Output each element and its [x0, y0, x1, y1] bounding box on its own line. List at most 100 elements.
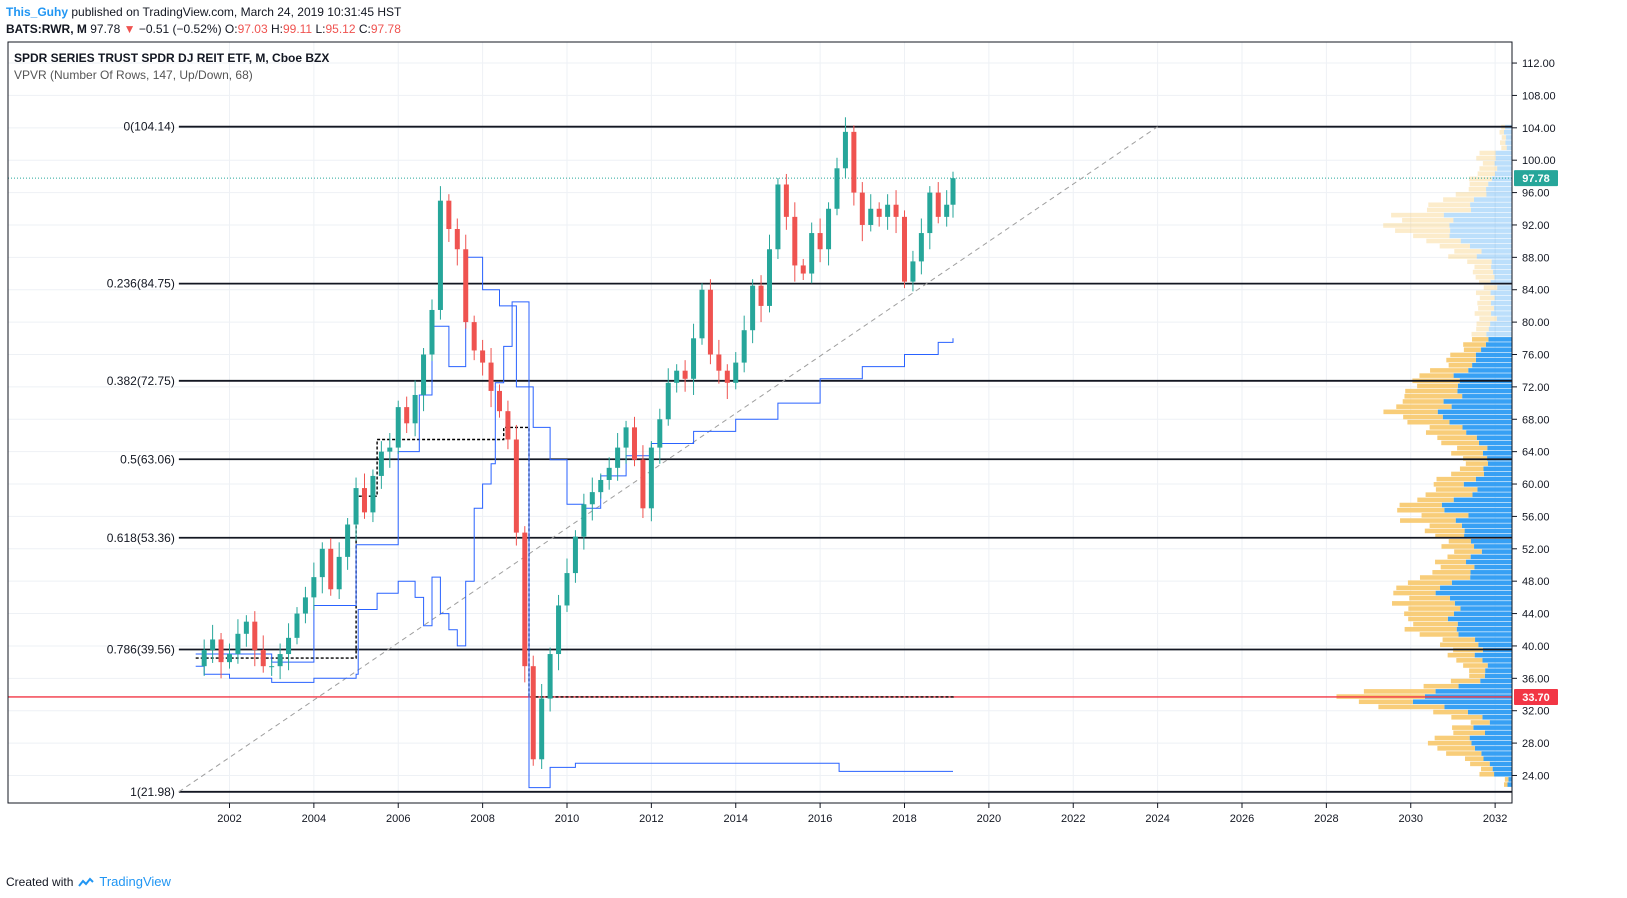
candle-body-52	[631, 427, 637, 460]
vpvr-down-bar-129	[1499, 130, 1505, 135]
vpvr-down-bar-34	[1413, 621, 1458, 627]
vpvr-down-bar-41	[1396, 585, 1441, 591]
x-tick-label-5: 2012	[639, 813, 663, 825]
candle-body-74	[817, 233, 823, 250]
candle-body-14	[311, 577, 317, 598]
vpvr-down-bar-117	[1455, 192, 1487, 197]
vpvr-down-bar-54	[1400, 518, 1456, 523]
tradingview-brand-link[interactable]: TradingView	[99, 874, 171, 889]
vpvr-down-bar-46	[1435, 559, 1467, 565]
vpvr-up-bar-8	[1483, 756, 1512, 761]
y-tick-label-2: 104.00	[1522, 123, 1556, 135]
x-tick-label-12: 2026	[1230, 813, 1254, 825]
vpvr-up-bar-104	[1491, 259, 1512, 265]
y-tick-label-12: 64.00	[1522, 447, 1550, 459]
vpvr-down-bar-98	[1475, 290, 1491, 296]
vpvr-up-bar-111	[1449, 223, 1512, 228]
vpvr-up-bar-120	[1491, 176, 1512, 182]
vpvr-up-bar-4	[1508, 777, 1512, 782]
vpvr-down-bar-23	[1450, 678, 1481, 684]
x-tick-label-3: 2008	[470, 813, 494, 825]
candle-body-13	[302, 597, 308, 614]
candle-body-88	[935, 192, 941, 217]
vpvr-up-bar-57	[1441, 502, 1512, 508]
x-tick-label-0: 2002	[217, 813, 241, 825]
vpvr-up-bar-41	[1440, 585, 1512, 591]
vpvr-up-bar-115	[1470, 202, 1512, 208]
candle-body-57	[674, 370, 680, 383]
vpvr-up-bar-62	[1475, 476, 1512, 482]
vpvr-down-bar-35	[1408, 616, 1448, 622]
y-tick-label-8: 80.00	[1522, 317, 1550, 329]
candle-body-31	[454, 229, 460, 250]
candle-body-2	[210, 639, 216, 650]
vpvr-down-bar-42	[1407, 580, 1452, 585]
vpvr-down-bar-87	[1463, 347, 1482, 353]
vpvr-up-bar-53	[1461, 523, 1512, 529]
vpvr-up-bar-40	[1435, 590, 1512, 596]
vpvr-down-bar-113	[1391, 212, 1444, 218]
candle-body-10	[277, 654, 283, 667]
price-axis[interactable]: 112.00 108.00 104.00 100.00 96.00 92.00 88.00 8…	[1512, 58, 1556, 782]
close-value: 97.78	[370, 22, 401, 36]
x-tick-label-15: 2032	[1483, 813, 1507, 825]
candle-body-55	[657, 419, 663, 448]
vpvr-up-bar-113	[1443, 212, 1512, 218]
vpvr-down-bar-72	[1429, 425, 1463, 430]
chart-title: SPDR SERIES TRUST SPDR DJ REIT ETF, M, C…	[14, 51, 329, 65]
vpvr-down-bar-48	[1454, 549, 1482, 554]
time-axis[interactable]: 2002 2004 2006 2008 2010 2012 2014 2016 2018 2020…	[217, 803, 1507, 825]
candle-body-16	[328, 548, 334, 590]
fib-label-2: 0.382(72.75)	[107, 374, 175, 388]
candle-body-22	[378, 451, 384, 476]
candle-body-15	[319, 548, 325, 578]
vpvr-up-bar-22	[1458, 683, 1512, 689]
candles	[201, 117, 956, 769]
candle-body-28	[429, 309, 435, 355]
vpvr-up-bar-83	[1468, 368, 1512, 373]
vpvr-down-bar-5	[1479, 771, 1495, 777]
candle-body-6	[243, 621, 249, 634]
y-tick-label-6: 88.00	[1522, 252, 1550, 264]
vpvr-up-bar-77	[1443, 399, 1512, 404]
chart-frame	[7, 41, 1513, 804]
fib-label-0: 0(104.14)	[123, 120, 174, 134]
author-link[interactable]: This_Guhy	[6, 5, 69, 19]
y-tick-label-20: 32.00	[1522, 706, 1550, 718]
vpvr-down-bar-92	[1476, 321, 1491, 327]
vpvr-up-bar-78	[1462, 394, 1512, 399]
vpvr-up-bar-9	[1481, 751, 1512, 756]
vpvr-down-bar-126	[1501, 145, 1507, 151]
candle-body-81	[876, 208, 882, 217]
vpvr-up-bar-49	[1474, 544, 1512, 549]
vpvr-down-bar-45	[1440, 564, 1475, 570]
vpvr-up-bar-5	[1494, 771, 1512, 777]
candle-body-85	[910, 261, 916, 282]
close-label: C:	[358, 22, 371, 36]
vpvr-up-bar-108	[1460, 238, 1512, 244]
y-tick-label-11: 68.00	[1522, 414, 1550, 426]
candle-body-71	[792, 216, 798, 266]
y-tick-label-19: 36.00	[1522, 673, 1550, 685]
candle-body-38	[513, 439, 519, 533]
vpvr-down-bar-94	[1474, 311, 1492, 316]
down-arrow-icon: ▼	[123, 22, 136, 36]
vpvr-down-bar-73	[1407, 419, 1450, 425]
candle-body-17	[336, 556, 342, 590]
y-tick-label-7: 84.00	[1522, 285, 1550, 297]
published-line: This_Guhy published on TradingView.com, …	[6, 5, 401, 19]
vpvr-down-bar-22	[1423, 683, 1459, 689]
vpvr-down-bar-56	[1397, 507, 1445, 513]
x-tick-label-1: 2004	[302, 813, 326, 825]
candle-body-65	[741, 330, 747, 363]
vpvr-down-bar-11	[1427, 740, 1472, 746]
vpvr-down-bar-65	[1465, 461, 1488, 466]
vpvr-up-bar-127	[1505, 140, 1512, 145]
vpvr-up-bar-76	[1451, 404, 1512, 409]
vpvr-down-bar-50	[1448, 538, 1472, 544]
vpvr-down-bar-96	[1477, 300, 1491, 306]
vpvr-down-bar-107	[1439, 243, 1470, 249]
vpvr-up-bar-100	[1490, 280, 1512, 285]
vpvr-up-bar-121	[1495, 171, 1512, 176]
